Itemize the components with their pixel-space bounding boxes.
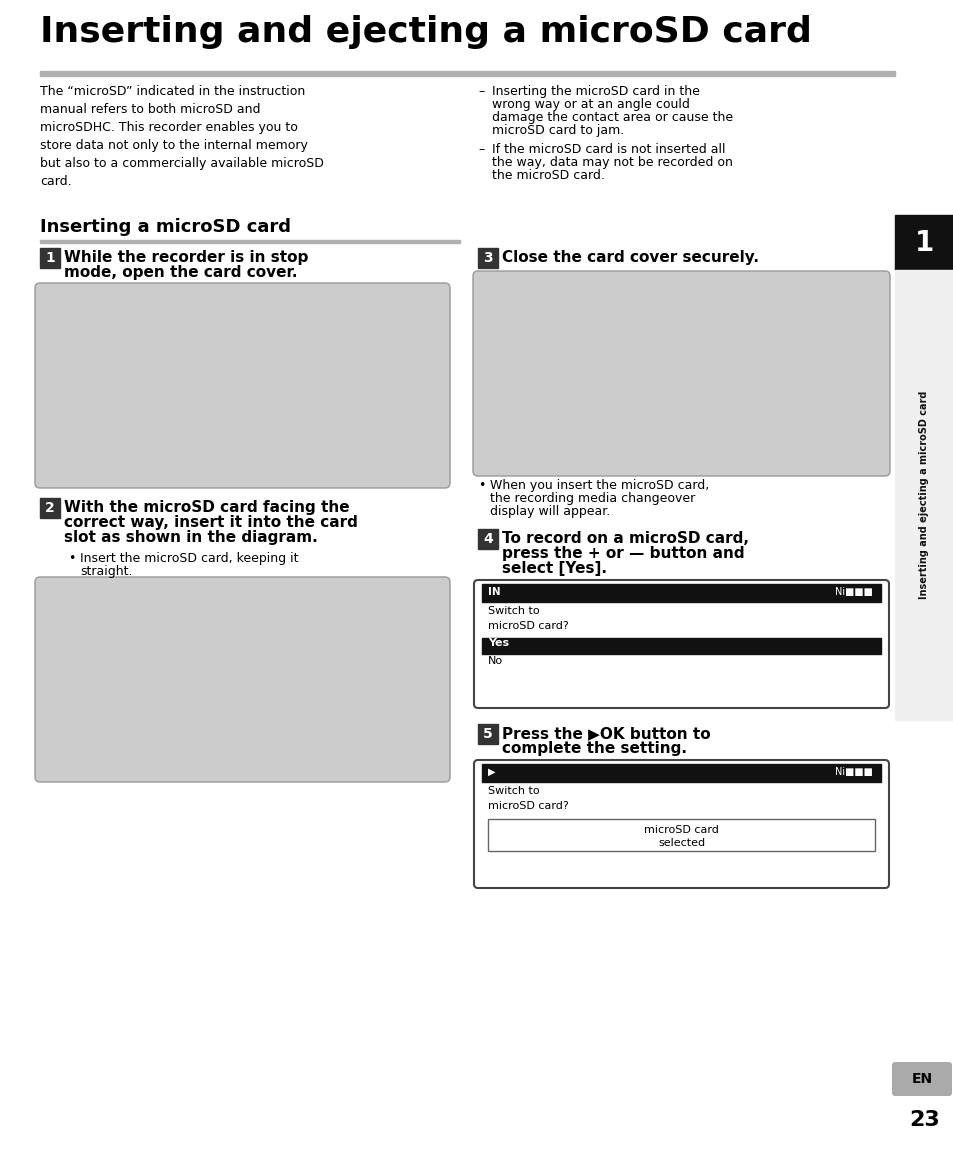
Text: slot as shown in the diagram.: slot as shown in the diagram. <box>64 530 317 545</box>
Text: select [Yes].: select [Yes]. <box>501 560 606 576</box>
Bar <box>894 270 953 720</box>
Text: the recording media changeover: the recording media changeover <box>490 492 695 505</box>
Text: selected: selected <box>658 838 704 848</box>
Text: No: No <box>488 655 502 666</box>
Bar <box>40 240 459 243</box>
Text: wrong way or at an angle could: wrong way or at an angle could <box>492 98 689 111</box>
Text: Inserting and ejecting a microSD card: Inserting and ejecting a microSD card <box>919 390 928 599</box>
Text: If the microSD card is not inserted all: If the microSD card is not inserted all <box>492 142 724 156</box>
FancyBboxPatch shape <box>891 1062 951 1095</box>
Text: Inserting the microSD card in the: Inserting the microSD card in the <box>492 85 700 98</box>
Text: Yes: Yes <box>488 638 509 648</box>
Text: mode, open the card cover.: mode, open the card cover. <box>64 265 297 280</box>
Text: Inserting and ejecting a microSD card: Inserting and ejecting a microSD card <box>40 15 811 49</box>
Text: Close the card cover securely.: Close the card cover securely. <box>501 250 759 265</box>
Bar <box>477 248 497 267</box>
Text: the microSD card.: the microSD card. <box>492 169 604 182</box>
Text: 3: 3 <box>482 251 493 265</box>
Text: microSD card: microSD card <box>643 824 719 835</box>
Text: Inserting a microSD card: Inserting a microSD card <box>40 218 291 236</box>
Text: Ni■■■: Ni■■■ <box>834 587 872 598</box>
Bar <box>894 215 953 270</box>
Text: display will appear.: display will appear. <box>490 505 610 518</box>
Text: 1: 1 <box>914 228 933 257</box>
Text: straight.: straight. <box>80 565 132 578</box>
Text: Insert the microSD card, keeping it: Insert the microSD card, keeping it <box>80 552 298 565</box>
Text: 4: 4 <box>482 532 493 547</box>
Bar <box>40 248 60 267</box>
Text: EN: EN <box>910 1072 932 1086</box>
Text: 23: 23 <box>908 1111 939 1130</box>
Text: •: • <box>68 552 75 565</box>
Text: Press the ▶OK button to: Press the ▶OK button to <box>501 726 710 741</box>
Text: IN: IN <box>488 587 500 598</box>
Text: •: • <box>477 479 485 492</box>
FancyBboxPatch shape <box>474 580 888 708</box>
Text: 5: 5 <box>482 727 493 741</box>
Bar <box>40 498 60 518</box>
Text: correct way, insert it into the card: correct way, insert it into the card <box>64 515 357 530</box>
Text: microSD card?: microSD card? <box>488 801 568 811</box>
Text: While the recorder is in stop: While the recorder is in stop <box>64 250 308 265</box>
Text: To record on a microSD card,: To record on a microSD card, <box>501 532 748 547</box>
Bar <box>40 71 894 76</box>
Bar <box>477 529 497 549</box>
FancyBboxPatch shape <box>474 760 888 888</box>
Text: 2: 2 <box>45 501 55 515</box>
Text: press the + or — button and: press the + or — button and <box>501 547 744 560</box>
FancyBboxPatch shape <box>35 283 450 488</box>
Text: complete the setting.: complete the setting. <box>501 741 686 756</box>
Text: –: – <box>477 85 484 98</box>
Bar <box>477 724 497 743</box>
Bar <box>481 638 880 654</box>
Text: ▶: ▶ <box>488 767 495 777</box>
Text: microSD card?: microSD card? <box>488 621 568 631</box>
Bar <box>481 584 880 602</box>
Text: Ni■■■: Ni■■■ <box>834 767 872 777</box>
Text: microSD card to jam.: microSD card to jam. <box>492 124 623 137</box>
Text: When you insert the microSD card,: When you insert the microSD card, <box>490 479 708 492</box>
Text: damage the contact area or cause the: damage the contact area or cause the <box>492 111 732 124</box>
Text: –: – <box>477 142 484 156</box>
FancyBboxPatch shape <box>35 577 450 782</box>
Text: Switch to: Switch to <box>488 606 539 616</box>
Text: The “microSD” indicated in the instruction
manual refers to both microSD and
mic: The “microSD” indicated in the instructi… <box>40 85 323 188</box>
FancyBboxPatch shape <box>473 271 889 476</box>
Bar <box>488 819 874 851</box>
Bar <box>481 764 880 782</box>
Text: 1: 1 <box>45 251 55 265</box>
Text: Switch to: Switch to <box>488 786 539 796</box>
Text: the way, data may not be recorded on: the way, data may not be recorded on <box>492 156 732 169</box>
Text: With the microSD card facing the: With the microSD card facing the <box>64 500 349 515</box>
